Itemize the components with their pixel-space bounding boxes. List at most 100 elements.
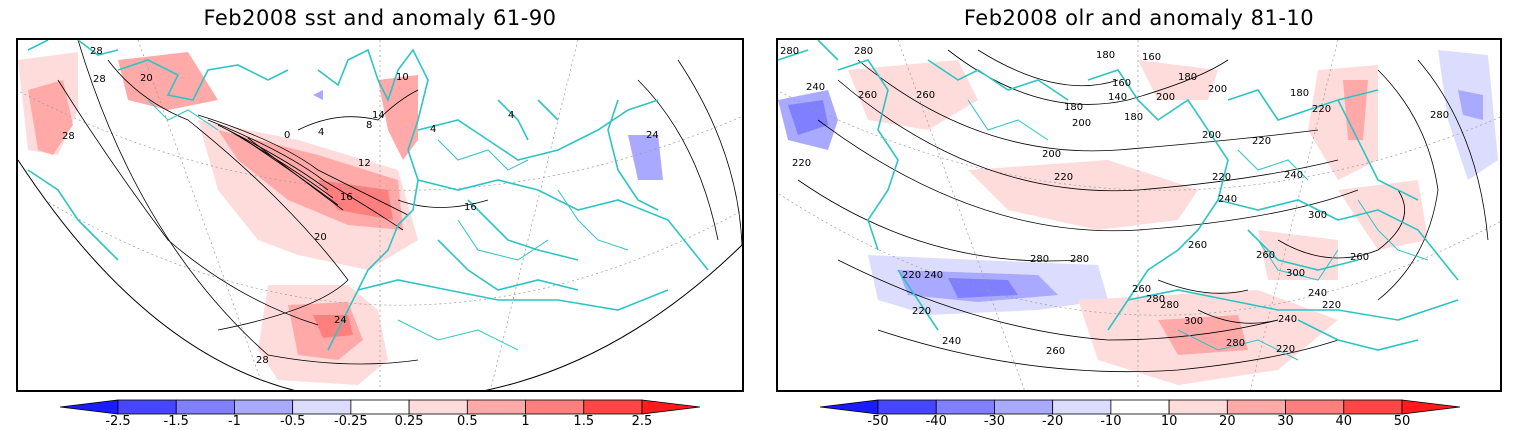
colorbar-tick-label: 1.5 [573,414,595,429]
svg-text:220: 220 [1054,172,1073,183]
svg-text:240: 240 [1218,194,1237,205]
svg-text:200: 200 [1202,130,1221,141]
svg-text:4: 4 [318,127,324,138]
borders [147,99,629,351]
svg-text:220: 220 [902,270,921,281]
svg-text:260: 260 [1132,284,1151,295]
colorbar-swatch [1226,399,1286,415]
svg-text:220: 220 [912,306,931,317]
colorbar-swatch [234,399,294,415]
svg-text:14: 14 [372,110,385,121]
colorbar-swatch [59,399,119,415]
colorbar-swatch [292,399,352,415]
svg-text:200: 200 [1042,149,1061,160]
svg-text:220: 220 [1252,136,1271,147]
svg-text:280: 280 [780,46,799,57]
svg-text:260: 260 [1046,346,1065,357]
colorbar-tick-label: 30 [1277,414,1294,429]
svg-text:260: 260 [916,90,935,101]
svg-text:4: 4 [508,110,514,121]
svg-text:260: 260 [1350,252,1369,263]
svg-text:220: 220 [1312,104,1331,115]
colorbar-tick-label: -2.5 [105,414,131,429]
graticule [18,40,742,390]
colorbar-tick-label: -50 [867,414,889,429]
svg-text:280: 280 [854,46,873,57]
colorbar-tick-label: -10 [1100,414,1122,429]
svg-text:180: 180 [1124,112,1143,123]
svg-text:20: 20 [140,73,153,84]
colorbar-swatch [819,399,879,415]
svg-text:240: 240 [942,336,961,347]
svg-text:280: 280 [1160,300,1179,311]
svg-text:160: 160 [1142,52,1161,63]
coastlines [778,40,1459,351]
colorbar-swatch [935,399,995,415]
svg-text:180: 180 [1096,50,1115,61]
right-map-panel: 280 280 240 260 260 220 280 240 220 220 … [776,38,1502,392]
colorbar-swatch [525,399,585,415]
colorbar-tick-label: -0.25 [334,414,368,429]
right-colorbar-swatches [819,399,1461,415]
olr-anomaly-shading [778,50,1498,385]
svg-text:300: 300 [1308,210,1327,221]
left-map-panel: 28 28 28 20 0 4 8 12 16 20 24 24 28 16 4… [16,38,744,392]
svg-text:20: 20 [314,232,327,243]
svg-text:260: 260 [1188,240,1207,251]
right-panel-title: Feb2008 olr and anomaly 81-10 [963,6,1315,30]
colorbar-swatch [641,399,701,415]
svg-text:200: 200 [1208,84,1227,95]
colorbar-tick-label: 50 [1393,414,1411,429]
colorbar-swatch [877,399,937,415]
colorbar-tick-label: 40 [1335,414,1353,429]
colorbar-swatch [1285,399,1345,415]
svg-text:200: 200 [1156,92,1175,103]
svg-text:280: 280 [1430,110,1449,121]
colorbar-swatch [175,399,235,415]
svg-text:16: 16 [464,202,477,213]
svg-text:200: 200 [1072,118,1091,129]
colorbar-tick-label: 2.5 [631,414,653,429]
svg-text:260: 260 [858,90,877,101]
colorbar-tick-label: 10 [1160,414,1178,429]
svg-text:280: 280 [1030,254,1049,265]
colorbar-swatch [1401,399,1461,415]
colorbar-swatch [1343,399,1403,415]
svg-text:280: 280 [1226,338,1245,349]
svg-text:160: 160 [1112,78,1131,89]
svg-text:260: 260 [1256,250,1275,261]
colorbar-swatch [350,399,410,415]
svg-text:4: 4 [430,124,436,135]
colorbar-tick-label: -40 [925,414,947,429]
colorbar-tick-label: -1.5 [163,414,189,429]
svg-text:16: 16 [340,192,353,203]
colorbar-tick-label: 20 [1219,414,1236,429]
sst-anomaly-map: 28 28 28 20 0 4 8 12 16 20 24 24 28 16 4… [18,40,742,390]
sst-anomaly-shading [18,52,663,385]
sst-contour-labels: 28 28 28 20 0 4 8 12 16 20 24 24 28 16 4… [62,46,659,366]
svg-text:24: 24 [646,130,659,141]
colorbar-tick-label: -1 [227,414,241,429]
svg-text:240: 240 [924,270,943,281]
colorbar-swatch [408,399,468,415]
svg-text:24: 24 [334,315,347,326]
colorbar-tick-label: 0.25 [394,414,424,429]
olr-contour-labels: 280 280 240 260 260 220 280 240 220 220 … [780,46,1449,357]
colorbar-swatch [1052,399,1112,415]
left-panel-title: Feb2008 sst and anomaly 61-90 [203,6,557,30]
right-colorbar [819,398,1461,422]
svg-text:28: 28 [256,355,269,366]
svg-text:240: 240 [806,82,825,93]
svg-text:28: 28 [62,131,75,142]
svg-text:280: 280 [1070,254,1089,265]
svg-text:28: 28 [93,74,106,85]
svg-text:12: 12 [358,158,371,169]
left-colorbar-swatches [59,399,701,415]
colorbar-tick-label: -0.5 [279,414,306,429]
svg-text:180: 180 [1064,102,1083,113]
colorbar-swatch [583,399,643,415]
svg-text:280: 280 [1146,294,1165,305]
colorbar-tick-label: 0.5 [456,414,478,429]
colorbar-swatch [466,399,526,415]
coastlines [27,40,709,351]
